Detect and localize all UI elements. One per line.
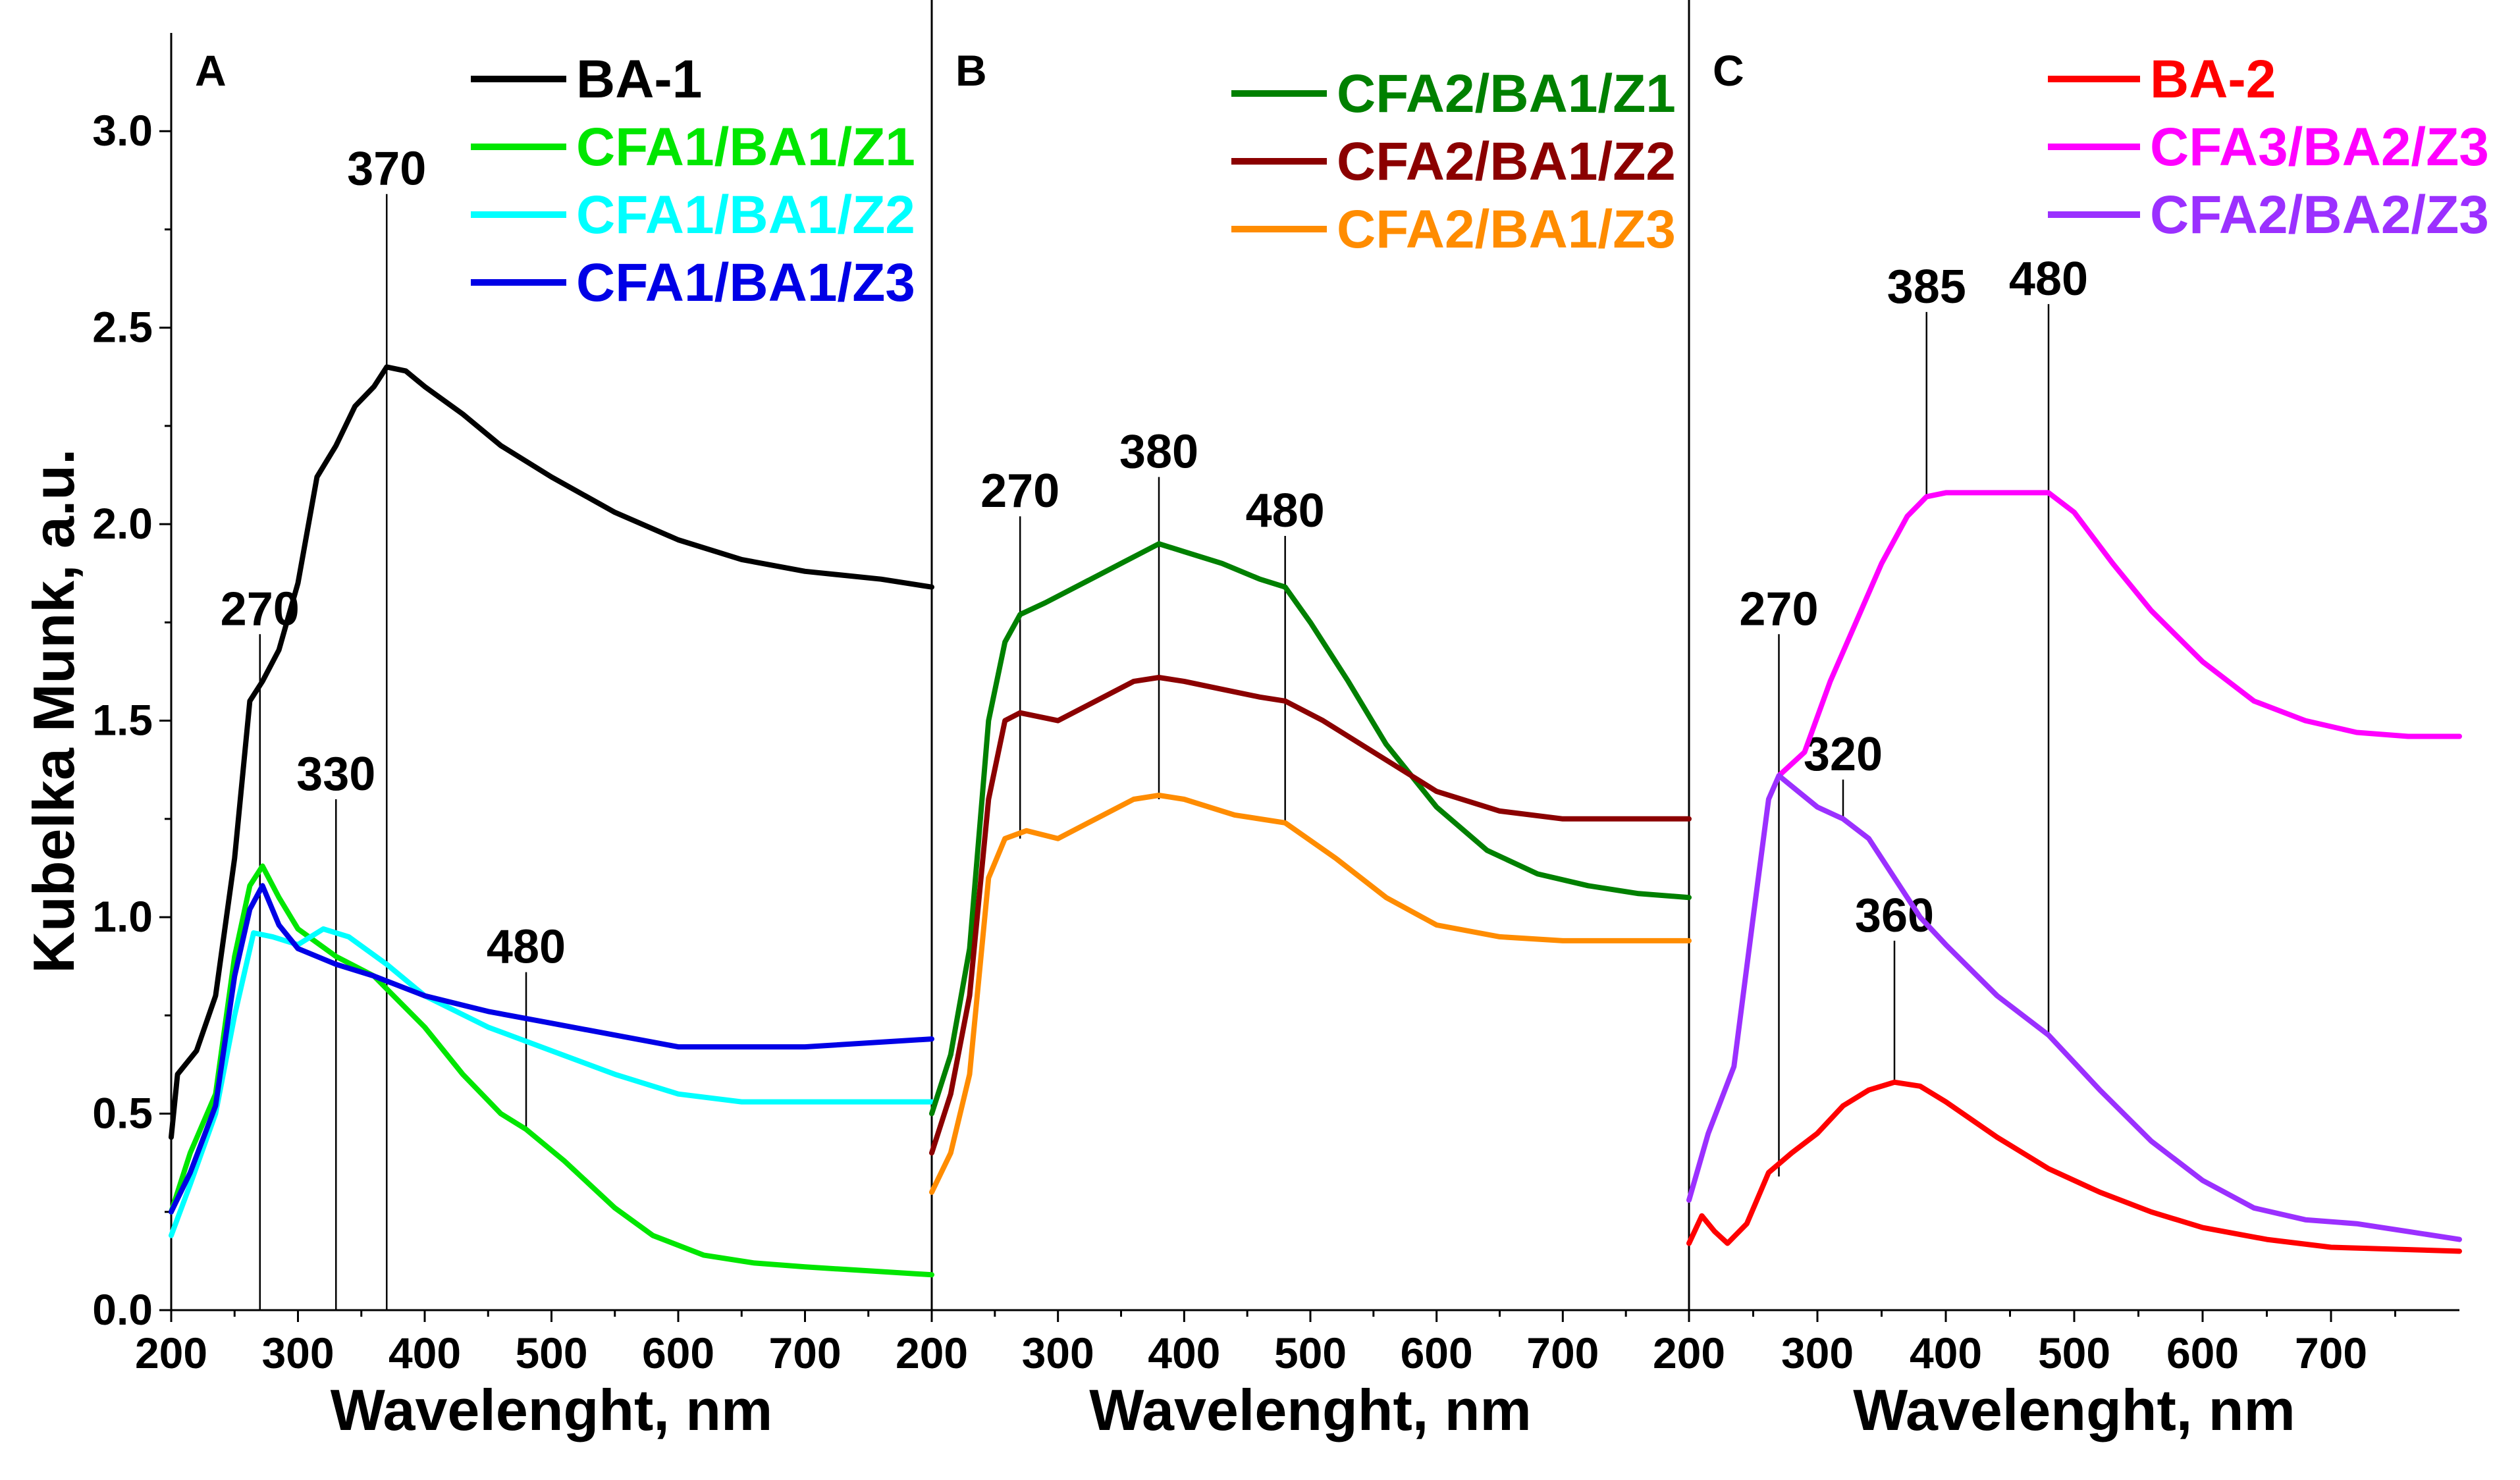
legend-label: CFA2/BA1/Z1 xyxy=(1337,64,1676,124)
series-line xyxy=(169,926,934,1238)
series-line xyxy=(1686,1079,2462,1254)
annotation-label: 380 xyxy=(1119,426,1198,479)
y-axis-title: Kubelka Munk, a.u. xyxy=(21,448,86,973)
panel-letter: B xyxy=(955,46,987,95)
legend-label: CFA2/BA2/Z3 xyxy=(2150,185,2489,245)
annotation-label: 480 xyxy=(487,921,566,974)
legend-label: CFA1/BA1/Z2 xyxy=(576,185,915,245)
y-tick-label: 2.0 xyxy=(92,499,153,548)
x-tick-label: 600 xyxy=(642,1329,714,1377)
annotation-label: 480 xyxy=(2009,253,2088,305)
legend-label: BA-1 xyxy=(576,49,702,109)
x-tick-label: 400 xyxy=(389,1329,461,1377)
series-line xyxy=(929,793,1692,1195)
legend-label: BA-2 xyxy=(2150,49,2276,109)
x-axis-title: Wavelenght, nm xyxy=(1089,1377,1531,1442)
annotation-label: 480 xyxy=(1246,485,1325,537)
x-tick-label: 600 xyxy=(2166,1329,2239,1377)
x-axis-title: Wavelenght, nm xyxy=(331,1377,772,1442)
y-tick-label: 0.0 xyxy=(92,1285,153,1334)
x-tick-label: 700 xyxy=(1526,1329,1599,1377)
x-tick-label: 600 xyxy=(1401,1329,1473,1377)
legend-label: CFA1/BA1/Z1 xyxy=(576,117,915,177)
panel-letter: A xyxy=(195,46,227,95)
y-tick-label: 1.5 xyxy=(92,696,153,745)
x-tick-label: 300 xyxy=(1781,1329,1854,1377)
annotation-label: 270 xyxy=(1739,583,1818,635)
series-line xyxy=(169,863,934,1278)
x-tick-label: 400 xyxy=(1910,1329,1982,1377)
annotation-label: 270 xyxy=(980,465,1059,517)
x-tick-label: 300 xyxy=(261,1329,334,1377)
x-tick-label: 300 xyxy=(1022,1329,1094,1377)
annotation-label: 320 xyxy=(1804,728,1883,781)
x-tick-label: 700 xyxy=(768,1329,841,1377)
series-line xyxy=(929,541,1692,1117)
x-tick-label: 700 xyxy=(2295,1329,2367,1377)
x-tick-label: 200 xyxy=(896,1329,968,1377)
x-tick-label: 200 xyxy=(1653,1329,1725,1377)
series-line xyxy=(1686,773,2462,1242)
legend-label: CFA3/BA2/Z3 xyxy=(2150,117,2489,177)
x-tick-label: 500 xyxy=(515,1329,587,1377)
annotation-label: 385 xyxy=(1887,261,1966,313)
legend-label: CFA2/BA1/Z2 xyxy=(1337,132,1676,192)
x-tick-label: 400 xyxy=(1148,1329,1220,1377)
annotation-label: 370 xyxy=(347,143,426,196)
series-line xyxy=(169,364,934,1140)
y-tick-label: 2.5 xyxy=(92,303,153,352)
y-tick-label: 3.0 xyxy=(92,106,153,155)
x-tick-label: 500 xyxy=(1274,1329,1347,1377)
series-line xyxy=(929,675,1692,1156)
y-tick-label: 1.0 xyxy=(92,892,153,941)
legend-label: CFA2/BA1/Z3 xyxy=(1337,199,1676,259)
series-line xyxy=(169,883,934,1215)
x-axis-title: Wavelenght, nm xyxy=(1853,1377,2295,1442)
legend-label: CFA1/BA1/Z3 xyxy=(576,253,915,313)
series-line xyxy=(1776,490,2462,779)
annotation-label: 330 xyxy=(296,748,375,801)
y-tick-label: 0.5 xyxy=(92,1089,153,1138)
x-tick-label: 500 xyxy=(2038,1329,2110,1377)
x-tick-label: 200 xyxy=(135,1329,207,1377)
panel-letter: C xyxy=(1713,46,1744,95)
